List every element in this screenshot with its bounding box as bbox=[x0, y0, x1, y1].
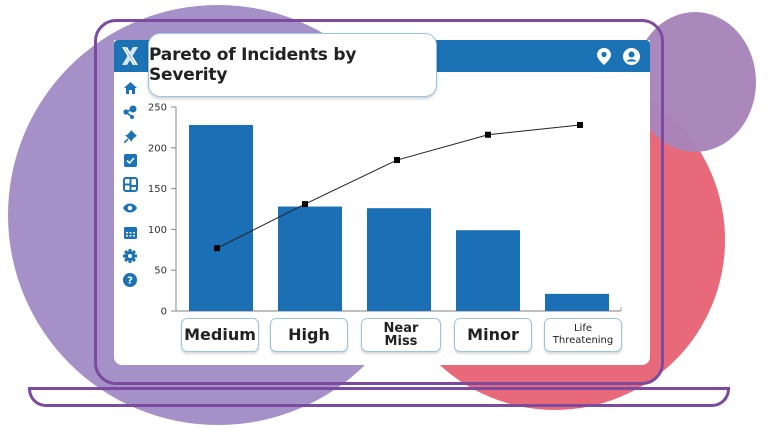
cumulative-marker bbox=[577, 121, 583, 128]
user-account-icon[interactable] bbox=[622, 47, 640, 65]
category-label-high: High bbox=[270, 318, 348, 352]
pareto-chart: 0 50 100 150 200 250 bbox=[148, 103, 622, 318]
category-label-text: Near Miss bbox=[383, 321, 419, 349]
cumulative-marker bbox=[485, 131, 491, 138]
pin-icon[interactable] bbox=[122, 128, 138, 144]
svg-text:?: ? bbox=[127, 276, 133, 287]
category-label-text: Life Threatening bbox=[552, 322, 614, 347]
chart-title: Pareto of Incidents by Severity bbox=[149, 45, 357, 85]
y-tick-label: 200 bbox=[148, 143, 167, 154]
bar-high bbox=[278, 206, 342, 311]
laptop-base-outline bbox=[28, 387, 730, 407]
category-label-life-threatening: Life Threatening bbox=[544, 318, 622, 352]
gear-icon[interactable] bbox=[122, 248, 138, 264]
app-logo[interactable] bbox=[114, 40, 146, 72]
calendar-icon[interactable] bbox=[122, 224, 138, 240]
y-tick-label: 100 bbox=[148, 225, 167, 236]
sidebar: ? bbox=[114, 72, 146, 365]
y-tick-label: 0 bbox=[161, 307, 167, 318]
category-label-text: High bbox=[288, 325, 330, 344]
share-nodes-icon[interactable] bbox=[122, 104, 138, 120]
home-icon[interactable] bbox=[122, 80, 138, 96]
y-tick-label: 250 bbox=[148, 103, 167, 114]
laptop-lid-outline bbox=[94, 19, 664, 385]
checkbox-icon[interactable] bbox=[122, 152, 138, 168]
cumulative-marker bbox=[302, 201, 308, 208]
bar-minor bbox=[456, 230, 520, 311]
category-label-medium: Medium bbox=[181, 318, 259, 352]
x-logo-icon bbox=[122, 47, 138, 65]
bar-medium bbox=[189, 124, 253, 312]
bar-life-threatening bbox=[545, 293, 609, 311]
cumulative-marker bbox=[214, 245, 220, 252]
location-pin-icon[interactable] bbox=[595, 47, 613, 65]
chart-title-card: Pareto of Incidents by Severity bbox=[148, 33, 437, 97]
category-label-text: Minor bbox=[467, 325, 519, 344]
y-tick-label: 50 bbox=[154, 266, 167, 277]
bar-near-miss bbox=[367, 208, 431, 311]
eye-icon[interactable] bbox=[122, 200, 138, 216]
category-label-near-miss: Near Miss bbox=[361, 318, 441, 352]
cumulative-marker bbox=[394, 157, 400, 164]
help-icon[interactable]: ? bbox=[122, 272, 138, 288]
category-label-minor: Minor bbox=[454, 318, 532, 352]
category-label-text: Medium bbox=[184, 325, 256, 344]
y-tick-label: 150 bbox=[148, 184, 167, 195]
dashboard-layout-icon[interactable] bbox=[122, 176, 138, 192]
